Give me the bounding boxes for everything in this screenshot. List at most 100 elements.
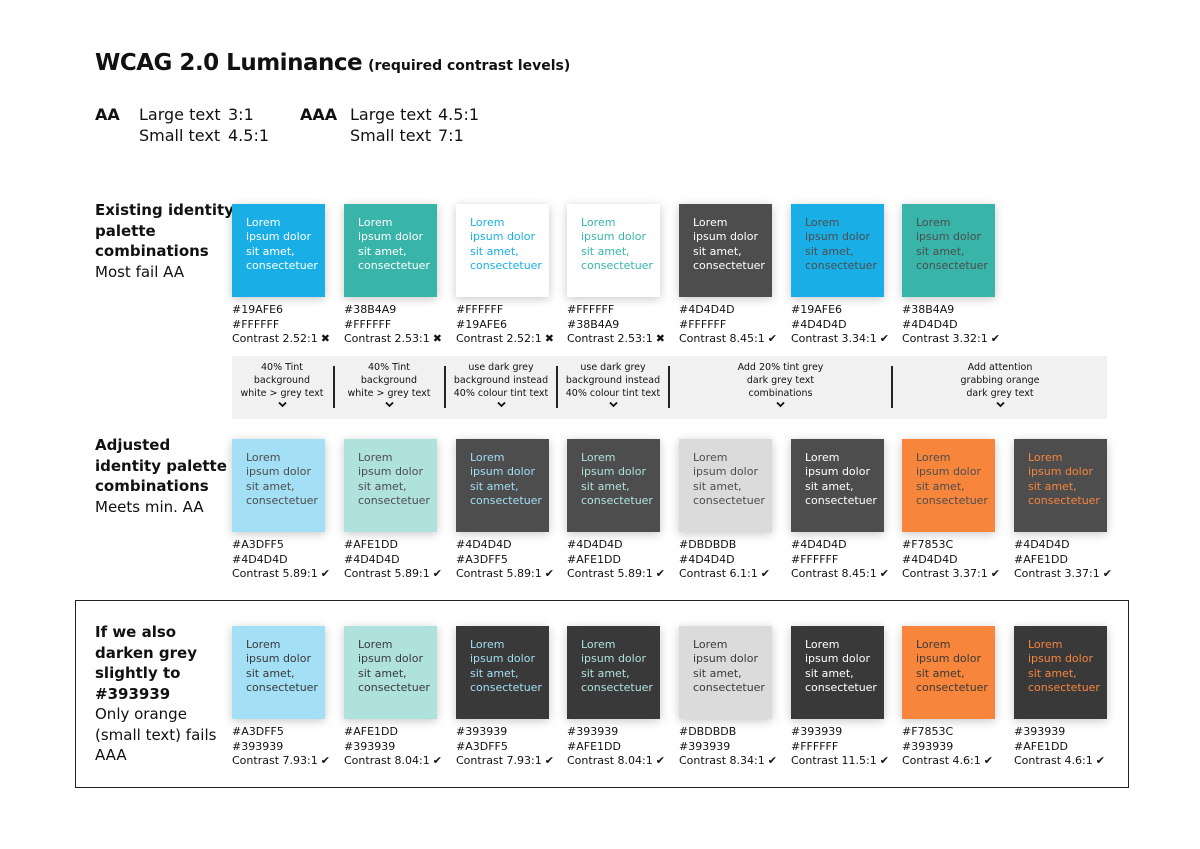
text-hex: #4D4D4D [902, 552, 958, 566]
adjustment-note: Add 20% tint grey dark grey text combinati… [670, 362, 891, 412]
color-swatch: Lorem ipsum dolor sit amet, consectetuer [344, 439, 437, 532]
color-swatch: Lorem ipsum dolor sit amet, consectetuer [902, 626, 995, 719]
sample-text-line: ipsum dolor [358, 465, 423, 479]
background-hex: #DBDBDB [679, 725, 737, 738]
level-name: AA [95, 105, 120, 124]
contrast-ratio: Contrast 2.52:1 ✖ [232, 332, 342, 347]
sample-text-line: ipsum dolor [358, 230, 423, 244]
color-swatch: Lorem ipsum dolor sit amet, consectetuer [567, 204, 660, 297]
sample-text-line: Lorem [805, 451, 840, 464]
note-divider [891, 366, 893, 408]
sample-text-line: ipsum dolor [470, 652, 535, 666]
chevron-down-icon [558, 400, 668, 412]
sample-text-line: sit amet, [246, 479, 295, 493]
sample-text-line: ipsum dolor [470, 230, 535, 244]
note-line: background [253, 374, 311, 386]
swatch-codes: #393939 #A3DFF5 Contrast 7.93:1 ✔ [456, 725, 566, 769]
level-name: AAA [300, 105, 338, 124]
swatch-codes: #4D4D4D #FFFFFF Contrast 8.45:1 ✔ [679, 303, 789, 347]
cross-icon: ✖ [544, 332, 554, 346]
swatch-codes: #A3DFF5 #4D4D4D Contrast 5.89:1 ✔ [232, 538, 342, 582]
note-line: use dark grey [468, 362, 534, 373]
color-swatch: Lorem ipsum dolor sit amet, consectetuer [232, 204, 325, 297]
sample-text-line: sit amet, [805, 666, 854, 680]
adjustment-note: use dark grey background instead 40% colou… [446, 362, 556, 412]
chevron-down-icon [670, 400, 891, 412]
sample-text-line: consectetuer [693, 259, 765, 273]
contrast-ratio: Contrast 5.89:1 ✔ [456, 567, 566, 582]
swatch-codes: #38B4A9 #4D4D4D Contrast 3.32:1 ✔ [902, 303, 1012, 347]
swatch-codes: #FFFFFF #38B4A9 Contrast 2.53:1 ✖ [567, 303, 677, 347]
contrast-ratio: Contrast 5.89:1 ✔ [344, 567, 454, 582]
contrast-ratio: Contrast 2.53:1 ✖ [567, 332, 677, 347]
sample-text-line: consectetuer [581, 259, 653, 273]
background-hex: #38B4A9 [902, 303, 955, 316]
sample-text-line: ipsum dolor [805, 652, 870, 666]
contrast-ratio: Contrast 7.93:1 ✔ [232, 754, 342, 769]
contrast-ratio: Contrast 6.1:1 ✔ [679, 567, 789, 582]
sample-text-line: ipsum dolor [581, 230, 646, 244]
small-text-ratio: 7:1 [438, 126, 464, 145]
sample-text-line: Lorem [1028, 451, 1063, 464]
sample-text-line: consectetuer [358, 259, 430, 273]
small-text-label: Small text [350, 126, 432, 145]
contrast-value: Contrast 2.53:1 [567, 332, 653, 346]
contrast-ratio: Contrast 3.32:1 ✔ [902, 332, 1012, 347]
check-icon: ✔ [767, 332, 777, 346]
check-icon: ✔ [320, 567, 330, 581]
sample-text-line: Lorem [916, 216, 951, 229]
background-hex: #DBDBDB [679, 538, 737, 551]
sample-text-line: ipsum dolor [916, 465, 981, 479]
note-divider [333, 366, 335, 408]
sample-text-line: consectetuer [581, 494, 653, 508]
sample-text-line: ipsum dolor [805, 465, 870, 479]
text-hex: #AFE1DD [567, 552, 621, 566]
contrast-ratio: Contrast 8.45:1 ✔ [679, 332, 789, 347]
text-hex: #FFFFFF [344, 317, 392, 331]
cross-icon: ✖ [655, 332, 665, 346]
contrast-ratio: Contrast 3.37:1 ✔ [1014, 567, 1124, 582]
sample-text-line: consectetuer [916, 259, 988, 273]
contrast-ratio: Contrast 8.34:1 ✔ [679, 754, 789, 769]
swatch-codes: #4D4D4D #AFE1DD Contrast 3.37:1 ✔ [1014, 538, 1124, 582]
large-text-ratio: 4.5:1 [438, 105, 480, 124]
page-title: WCAG 2.0 Luminance (required contrast lev… [95, 50, 570, 76]
color-swatch: Lorem ipsum dolor sit amet, consectetuer [567, 626, 660, 719]
sample-text-line: sit amet, [1028, 666, 1077, 680]
sample-text-line: sit amet, [470, 244, 519, 258]
sample-text-line: Lorem [805, 216, 840, 229]
sample-text-line: sit amet, [916, 244, 965, 258]
color-swatch: Lorem ipsum dolor sit amet, consectetuer [679, 626, 772, 719]
text-hex: #A3DFF5 [456, 552, 508, 566]
text-hex: #FFFFFF [791, 552, 839, 566]
check-icon: ✔ [544, 567, 554, 581]
check-icon: ✔ [990, 332, 1000, 346]
check-icon: ✔ [879, 332, 889, 346]
section-note-line: Only orange [95, 705, 187, 723]
sample-text-line: ipsum dolor [246, 465, 311, 479]
swatch-codes: #19AFE6 #4D4D4D Contrast 3.34:1 ✔ [791, 303, 901, 347]
text-hex: #393939 [232, 739, 284, 753]
check-icon: ✔ [990, 567, 1000, 581]
title-text: WCAG 2.0 Luminance [95, 50, 363, 76]
sample-text-line: consectetuer [1028, 494, 1100, 508]
sample-text-line: ipsum dolor [470, 465, 535, 479]
sample-text-line: sit amet, [358, 244, 407, 258]
background-hex: #A3DFF5 [232, 538, 284, 551]
sample-text-line: sit amet, [916, 666, 965, 680]
background-hex: #AFE1DD [344, 725, 398, 738]
adjustment-note: 40% Tint background white > grey text [334, 362, 444, 412]
large-text-label: Large text [139, 105, 221, 124]
sample-text-line: Lorem [246, 216, 281, 229]
background-hex: #F7853C [902, 725, 954, 738]
section-title-line: If we also [95, 623, 177, 641]
contrast-ratio: Contrast 4.6:1 ✔ [1014, 754, 1124, 769]
swatch-codes: #DBDBDB #4D4D4D Contrast 6.1:1 ✔ [679, 538, 789, 582]
background-hex: #FFFFFF [567, 303, 615, 316]
small-text-label: Small text [139, 126, 221, 145]
section-title-line: combinations [95, 242, 209, 260]
contrast-value: Contrast 5.89:1 [232, 567, 318, 581]
sample-text-line: ipsum dolor [581, 652, 646, 666]
sample-text-line: consectetuer [916, 681, 988, 695]
sample-text-line: ipsum dolor [693, 465, 758, 479]
